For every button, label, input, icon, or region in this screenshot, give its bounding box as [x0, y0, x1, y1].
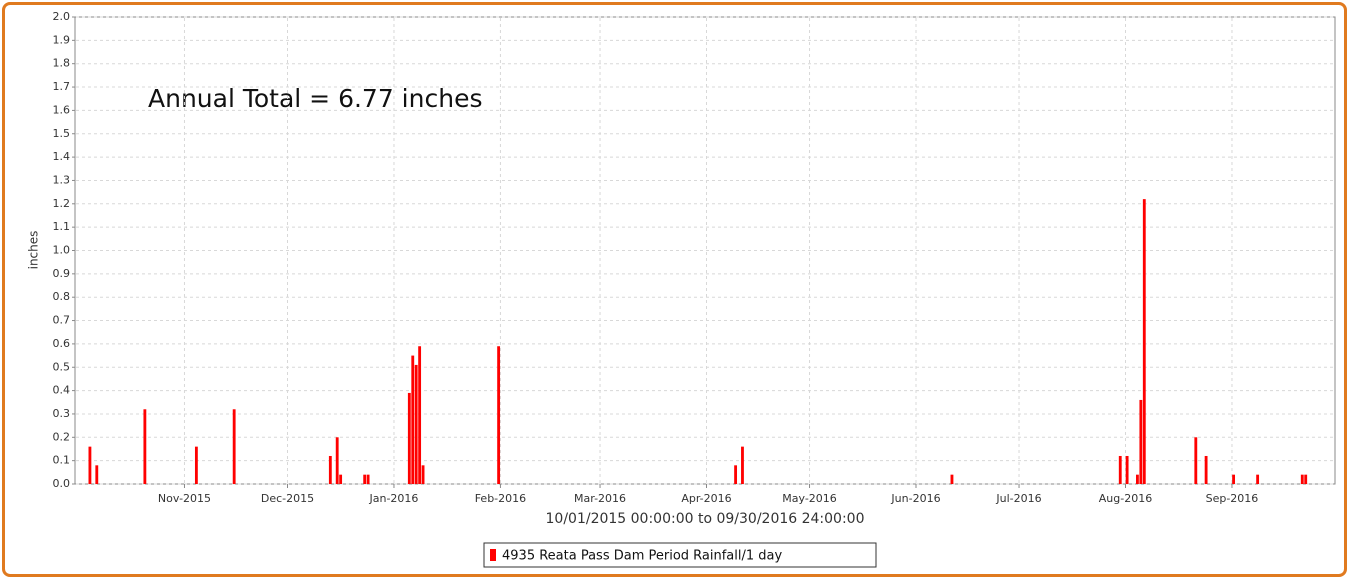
bar: [414, 364, 418, 484]
legend-box: [483, 542, 877, 568]
x-tick-label: Jul-2016: [995, 492, 1041, 505]
y-tick-label: 0.9: [53, 267, 71, 280]
bar: [1142, 199, 1146, 484]
y-tick-label: 1.5: [53, 127, 71, 140]
y-tick-label: 0.1: [53, 454, 71, 467]
bar: [143, 409, 147, 484]
bar: [335, 437, 339, 484]
x-tick-label: Apr-2016: [681, 492, 731, 505]
y-tick-label: 0.7: [53, 314, 71, 327]
bar: [95, 465, 99, 484]
bar: [88, 446, 92, 484]
y-tick-label: 0.2: [53, 430, 71, 443]
bar: [950, 474, 954, 484]
y-tick-label: 0.0: [53, 477, 71, 490]
y-tick-label: 0.8: [53, 290, 71, 303]
y-tick-label: 1.9: [53, 33, 71, 46]
bar: [1136, 474, 1139, 484]
bar: [339, 474, 343, 484]
x-tick-label: Nov-2015: [158, 492, 211, 505]
x-tick-label: Feb-2016: [475, 492, 526, 505]
bar: [1194, 437, 1198, 484]
legend-label: 4935 Reata Pass Dam Period Rainfall/1 da…: [502, 549, 782, 564]
bar: [1256, 474, 1260, 484]
bar: [741, 446, 744, 484]
x-tick-label: Jun-2016: [890, 492, 940, 505]
bar: [407, 392, 411, 484]
bar: [1300, 474, 1304, 484]
x-tick-label: Mar-2016: [574, 492, 626, 505]
annotation: Annual Total = 6.77 inches: [148, 84, 482, 113]
x-tick-label: Dec-2015: [261, 492, 314, 505]
bar: [1125, 455, 1129, 484]
plot-area: [74, 16, 1336, 485]
legend-swatch: [490, 549, 496, 561]
bar: [232, 409, 236, 484]
y-tick-label: 1.8: [53, 57, 71, 70]
bar: [1232, 474, 1236, 484]
bar: [418, 346, 422, 484]
y-tick-label: 1.0: [53, 244, 71, 257]
y-tick-label: 1.2: [53, 197, 71, 210]
y-tick-label: 0.5: [53, 360, 71, 373]
y-tick-label: 1.1: [53, 220, 71, 233]
y-axis-label: inches: [27, 231, 41, 270]
x-tick-label: Aug-2016: [1099, 492, 1152, 505]
bar: [328, 455, 332, 484]
bar: [734, 465, 738, 484]
y-tick-label: 1.6: [53, 103, 71, 116]
bar: [1118, 455, 1122, 484]
y-tick-label: 0.4: [53, 384, 71, 397]
x-axis-label: 10/01/2015 00:00:00 to 09/30/2016 24:00:…: [546, 511, 865, 527]
y-tick-label: 1.4: [53, 150, 71, 163]
x-tick-label: Jan-2016: [369, 492, 419, 505]
bar: [1204, 455, 1208, 484]
bar: [421, 465, 425, 484]
bar: [366, 474, 370, 484]
y-tick-label: 0.3: [53, 407, 71, 420]
y-tick-label: 1.7: [53, 80, 71, 93]
bar: [497, 346, 501, 484]
x-tick-label: Sep-2016: [1206, 492, 1259, 505]
bar: [194, 446, 198, 484]
y-tick-label: 2.0: [53, 10, 71, 23]
y-tick-label: 0.6: [53, 337, 71, 350]
bar: [1304, 474, 1308, 484]
bar: [1139, 399, 1143, 484]
y-tick-label: 1.3: [53, 173, 71, 186]
x-tick-label: May-2016: [782, 492, 837, 505]
bar: [411, 355, 415, 484]
bar: [363, 474, 367, 484]
